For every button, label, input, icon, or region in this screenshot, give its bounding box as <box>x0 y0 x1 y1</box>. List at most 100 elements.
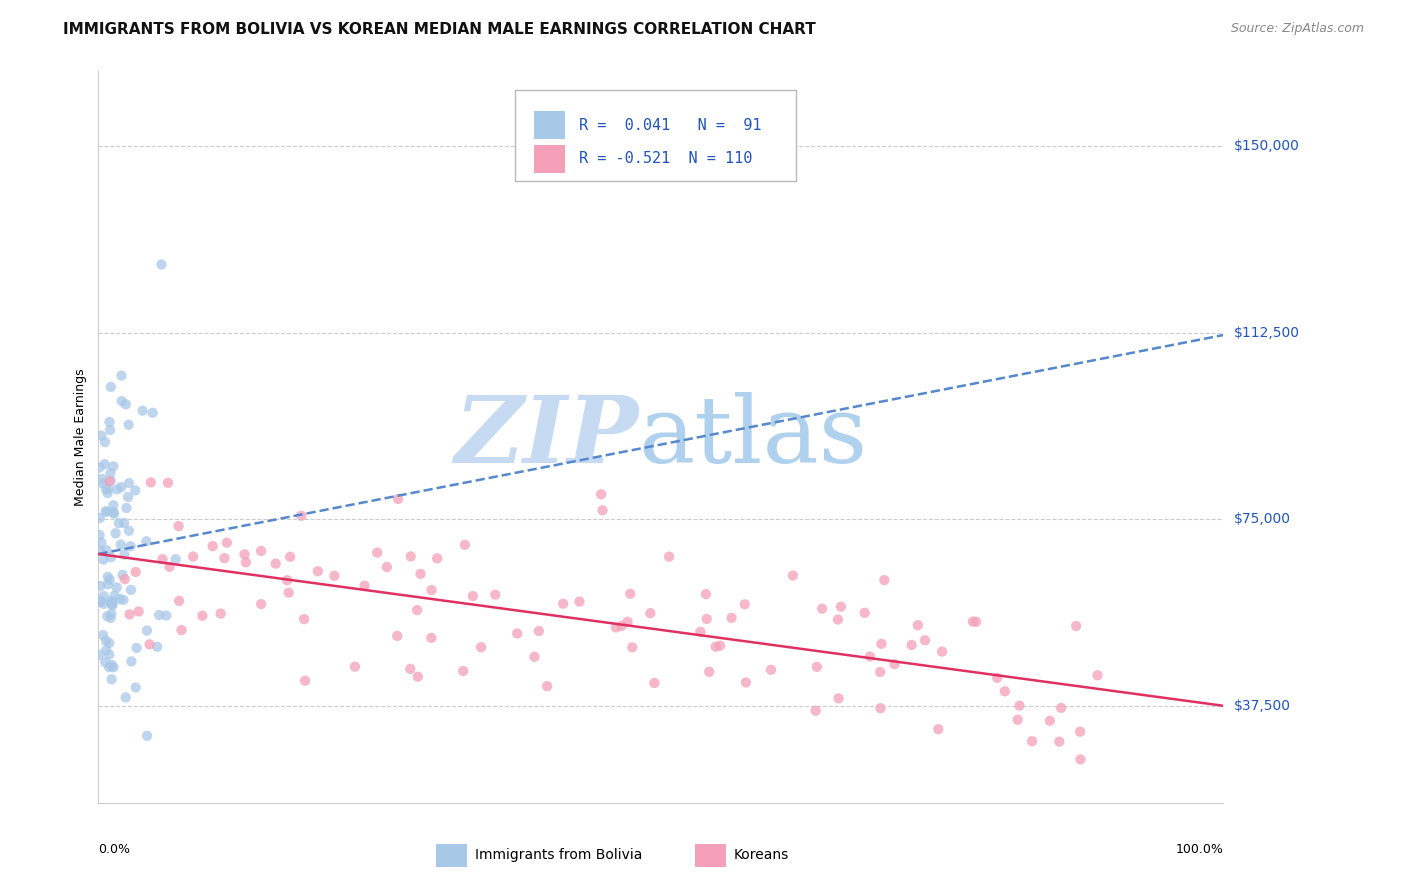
Point <box>962 615 984 629</box>
Point <box>93 589 115 603</box>
Point <box>214 551 236 566</box>
Point <box>170 623 193 637</box>
Point <box>136 624 159 638</box>
Point <box>115 397 138 411</box>
Point <box>91 628 114 642</box>
Point <box>697 665 720 679</box>
Point <box>233 547 256 561</box>
Point <box>135 534 157 549</box>
Point <box>1021 734 1043 748</box>
Point <box>1069 724 1091 739</box>
Point <box>264 557 287 571</box>
Point <box>155 608 177 623</box>
Point <box>1007 713 1029 727</box>
Point <box>610 619 633 633</box>
Point <box>643 676 665 690</box>
Point <box>120 582 142 597</box>
Point <box>592 503 614 517</box>
Point <box>90 594 112 608</box>
Point <box>209 607 232 621</box>
Point <box>103 589 125 603</box>
Text: R =  0.041   N =  91: R = 0.041 N = 91 <box>579 118 761 133</box>
Point <box>89 543 111 558</box>
Point <box>100 466 122 480</box>
Point <box>215 535 238 549</box>
Point <box>148 608 170 623</box>
Text: R = -0.521  N = 110: R = -0.521 N = 110 <box>579 152 752 167</box>
Point <box>150 257 173 271</box>
Point <box>1008 698 1031 713</box>
Point <box>94 655 117 669</box>
Point <box>353 579 375 593</box>
Point <box>101 598 124 612</box>
Point <box>167 519 190 533</box>
Point <box>695 587 717 601</box>
Point <box>830 599 852 614</box>
Point <box>152 552 174 566</box>
Point <box>804 704 827 718</box>
Point <box>91 476 114 491</box>
Point <box>619 587 641 601</box>
Point <box>97 570 120 584</box>
Point <box>100 673 122 687</box>
Point <box>114 572 136 586</box>
Point <box>616 615 638 629</box>
Point <box>142 406 165 420</box>
Point <box>658 549 681 564</box>
Point <box>167 594 190 608</box>
Point <box>111 567 134 582</box>
Point <box>900 638 922 652</box>
Point <box>104 526 127 541</box>
Point <box>94 504 117 518</box>
Point <box>399 662 422 676</box>
Point <box>105 483 128 497</box>
Point <box>114 548 136 562</box>
Point <box>277 585 299 599</box>
Text: $112,500: $112,500 <box>1234 326 1301 340</box>
Point <box>159 559 181 574</box>
Point <box>1039 714 1062 728</box>
Point <box>409 566 432 581</box>
Point <box>366 545 388 559</box>
Point <box>536 679 558 693</box>
Point <box>118 524 141 538</box>
Point <box>117 417 139 432</box>
Point <box>120 655 142 669</box>
Point <box>914 633 936 648</box>
Point <box>98 660 121 674</box>
Point <box>181 549 204 564</box>
Point <box>100 597 122 611</box>
Point <box>927 722 949 736</box>
Point <box>124 483 146 498</box>
Point <box>294 673 316 688</box>
Bar <box>436 844 467 867</box>
Point <box>859 649 882 664</box>
Point <box>89 528 111 542</box>
Point <box>869 701 891 715</box>
Point <box>105 581 128 595</box>
Point <box>720 611 742 625</box>
Point <box>965 615 987 629</box>
Text: Immigrants from Bolivia: Immigrants from Bolivia <box>475 848 643 863</box>
Point <box>125 565 148 579</box>
Text: $75,000: $75,000 <box>1234 512 1291 526</box>
Point <box>97 577 120 591</box>
Point <box>131 403 153 417</box>
Point <box>96 543 118 558</box>
Point <box>91 552 114 566</box>
Point <box>89 595 111 609</box>
Point <box>98 415 121 429</box>
Text: $150,000: $150,000 <box>1234 139 1301 153</box>
Point <box>399 549 422 564</box>
Point <box>640 606 662 620</box>
Point <box>290 508 312 523</box>
Point <box>420 583 443 598</box>
Text: ZIP: ZIP <box>454 392 638 482</box>
Point <box>120 539 142 553</box>
Point <box>426 551 449 566</box>
Point <box>191 608 214 623</box>
Point <box>97 486 120 500</box>
Point <box>138 637 160 651</box>
Point <box>98 636 121 650</box>
Point <box>250 544 273 558</box>
